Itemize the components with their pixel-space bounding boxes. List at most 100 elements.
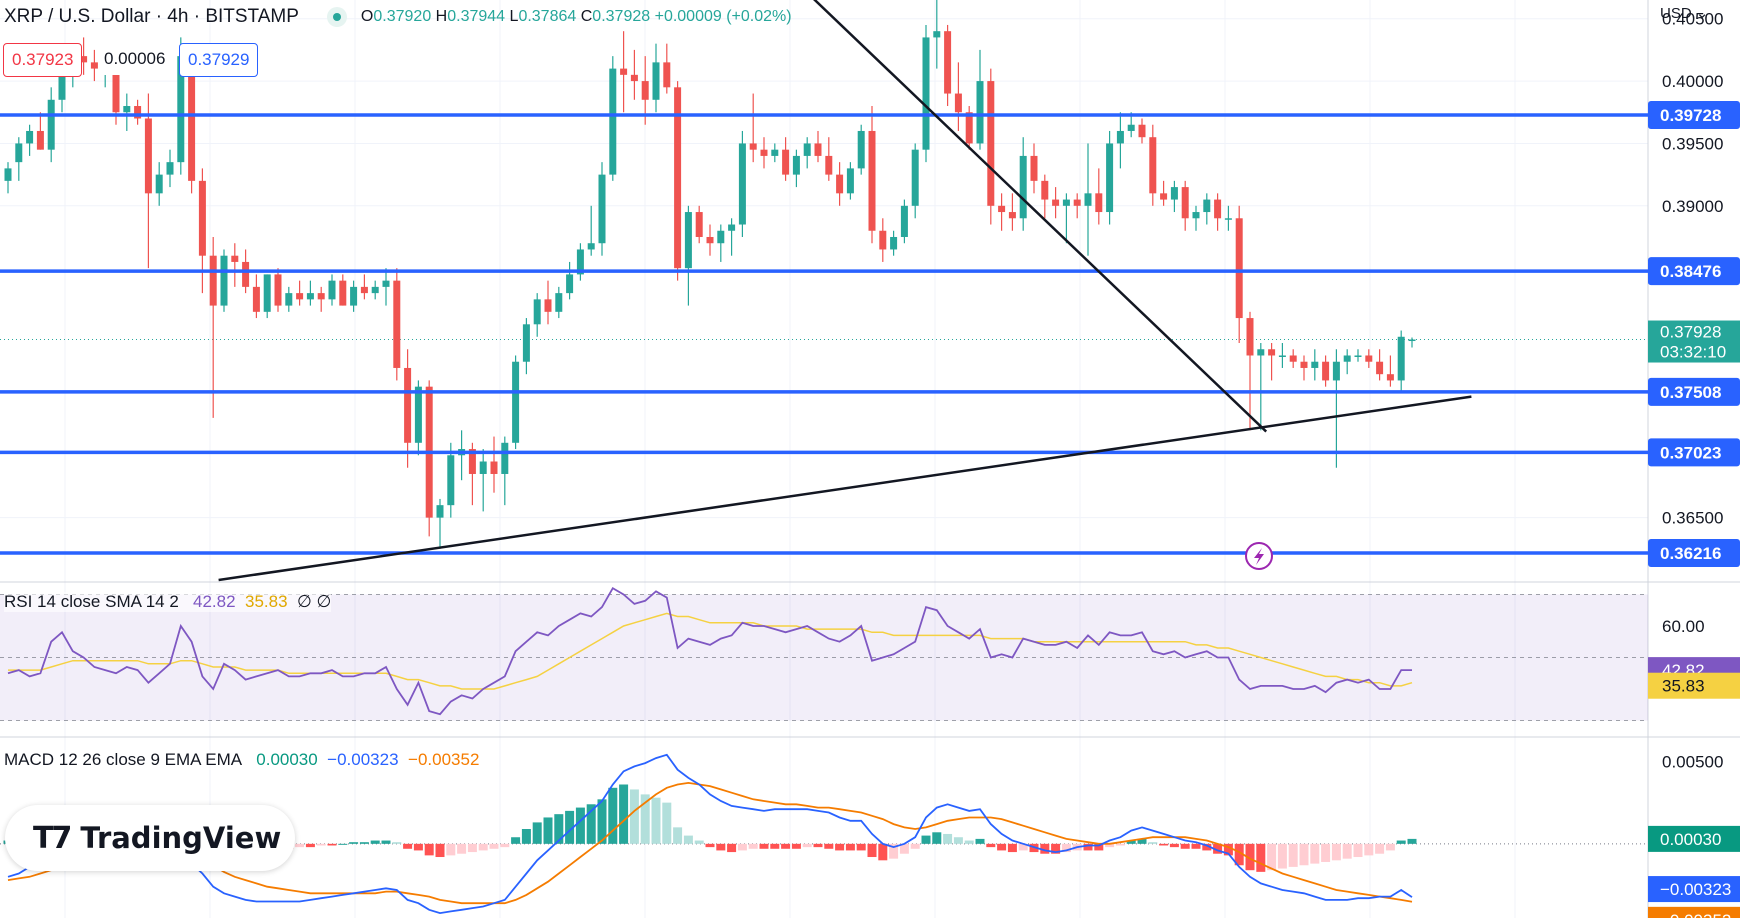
macd-histogram-bar: [662, 802, 672, 844]
macd-histogram-bar: [737, 843, 747, 851]
macd-histogram-bar: [1353, 843, 1363, 858]
macd-legend[interactable]: MACD 12 26 close 9 EMA EMA 0.00030 −0.00…: [4, 750, 480, 770]
candle-up: [598, 174, 606, 244]
macd-histogram-bar: [964, 840, 974, 844]
macd-value-label-text: −0.00323: [1660, 880, 1731, 899]
symbol-title[interactable]: XRP / U.S. Dollar · 4h · BITSTAMP: [4, 6, 299, 27]
rsi-legend[interactable]: RSI 14 close SMA 14 2 42.82 35.83 ∅ ∅: [4, 592, 332, 612]
candle-up: [911, 149, 919, 206]
macd-value: −0.00323: [327, 750, 399, 769]
macd-histogram-bar: [1148, 842, 1158, 844]
macd-histogram-bar: [565, 810, 575, 844]
candle-up: [4, 168, 12, 181]
candle-down: [360, 286, 368, 294]
tradingview-logo[interactable]: T7 TradingView: [5, 805, 295, 871]
macd-histogram-bar: [878, 843, 888, 861]
candle-up: [1278, 355, 1286, 357]
candle-down: [1095, 193, 1103, 213]
candle-up: [1106, 143, 1114, 213]
candle-down: [80, 56, 88, 63]
candle-down: [90, 62, 98, 69]
candle-up: [1170, 187, 1178, 200]
macd-histogram-bar: [1105, 843, 1115, 848]
macd-hist-label: [1648, 825, 1740, 852]
candle-down: [36, 130, 44, 150]
candle-up: [533, 299, 541, 325]
macd-histogram-bar: [1180, 843, 1190, 849]
candle-up: [803, 143, 811, 156]
macd-histogram-bar: [705, 843, 715, 848]
level-price-label: [1648, 101, 1740, 130]
macd-histogram-bar: [532, 822, 542, 844]
macd-histogram-bar: [1256, 843, 1266, 872]
candle-up: [1203, 199, 1211, 213]
candle-down: [404, 367, 412, 443]
candle-down: [760, 149, 768, 156]
macd-value-label: [1648, 876, 1740, 903]
macd-histogram-bar: [381, 840, 391, 844]
macd-histogram-bar: [305, 843, 315, 848]
macd-histogram-bar: [856, 843, 866, 851]
candle-down: [965, 112, 973, 144]
candle-down: [490, 461, 498, 474]
macd-histogram-bar: [543, 817, 553, 844]
macd-histogram-bar: [1364, 843, 1374, 856]
candle-down: [1300, 361, 1308, 368]
rsi-axis-tick: 60.00: [1662, 617, 1705, 636]
candle-down: [620, 68, 628, 75]
macd-histogram-bar: [467, 843, 477, 853]
macd-histogram-bar: [1126, 840, 1136, 844]
candle-down: [1376, 361, 1384, 375]
trendline-descending: [813, 0, 1268, 433]
macd-histogram-bar: [500, 843, 510, 848]
candle-up: [900, 205, 908, 237]
macd-histogram-bar: [586, 804, 596, 844]
level-price-label: [1648, 539, 1740, 568]
macd-histogram-bar: [921, 835, 931, 844]
candle-up: [1062, 199, 1070, 206]
candle-down: [987, 81, 995, 206]
macd-histogram-bar: [943, 833, 953, 844]
candle-up: [1192, 212, 1200, 219]
buy-price-button[interactable]: 0.37929: [179, 43, 259, 77]
candle-up: [1127, 124, 1135, 131]
candle-down: [198, 180, 206, 256]
candle-up: [306, 293, 314, 300]
macd-histogram-bar: [608, 787, 618, 844]
level-price-label: [1648, 257, 1740, 286]
macd-histogram-bar: [1213, 843, 1223, 854]
candle-down: [1073, 199, 1081, 206]
candle-down: [1268, 349, 1276, 356]
candle-down: [674, 87, 682, 269]
candle-up: [857, 130, 865, 169]
rsi-sma-label: [1648, 672, 1740, 699]
candle-up: [414, 386, 422, 443]
macd-histogram-bar: [845, 843, 855, 851]
candle-up: [1343, 355, 1351, 362]
rsi-sma-value: 35.83: [245, 592, 288, 611]
macd-histogram-bar: [867, 843, 877, 858]
macd-histogram-bar: [1331, 843, 1341, 861]
candle-down: [1030, 155, 1038, 181]
candle-down: [544, 299, 552, 312]
candle-up: [792, 155, 800, 175]
candle-down: [231, 255, 239, 262]
macd-histogram-bar: [316, 843, 326, 846]
price-axis-tick: 0.40500: [1662, 10, 1723, 29]
currency-dropdown[interactable]: USD ⌄: [1660, 5, 1709, 22]
sell-price-button[interactable]: 0.37923: [3, 43, 83, 77]
candle-down: [1235, 218, 1243, 319]
macd-histogram-bar: [802, 843, 812, 848]
candle-up: [717, 230, 725, 244]
candle-up: [285, 293, 293, 306]
macd-histogram-bar: [975, 838, 985, 844]
tradingview-wordmark: TradingView: [80, 821, 282, 855]
candle-down: [630, 74, 638, 82]
candle-up: [47, 99, 55, 150]
candle-down: [695, 212, 703, 237]
candle-up: [933, 31, 941, 38]
macd-histogram-bar: [1051, 843, 1061, 854]
candle-down: [954, 93, 962, 113]
macd-histogram-bar: [1094, 843, 1104, 851]
